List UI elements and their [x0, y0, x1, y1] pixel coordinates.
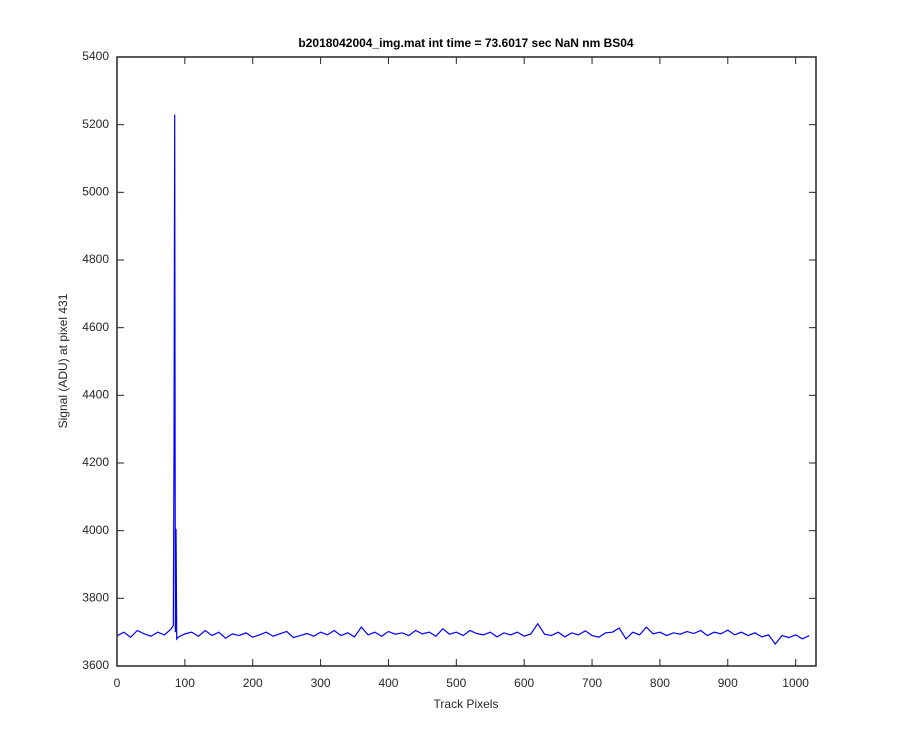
y-axis-label: Signal (ADU) at pixel 431 — [56, 293, 70, 428]
x-tick-label: 200 — [243, 676, 263, 690]
plot-area — [117, 57, 816, 666]
chart-title: b2018042004_img.mat int time = 73.6017 s… — [298, 36, 634, 50]
x-tick-label: 700 — [582, 676, 602, 690]
x-tick-label: 300 — [311, 676, 331, 690]
x-tick-label: 500 — [446, 676, 466, 690]
y-tick-label: 4200 — [82, 455, 109, 469]
x-tick-label: 600 — [514, 676, 534, 690]
x-tick-label: 0 — [114, 676, 121, 690]
data-line — [117, 114, 810, 645]
y-tick-label: 4000 — [82, 523, 109, 537]
y-tick-label: 4400 — [82, 388, 109, 402]
x-axis-label: Track Pixels — [434, 697, 499, 711]
axes-box — [116, 56, 817, 667]
y-tick-label: 5400 — [82, 49, 109, 63]
x-tick-label: 800 — [650, 676, 670, 690]
x-tick-label: 1000 — [782, 676, 809, 690]
y-tick-label: 4800 — [82, 252, 109, 266]
y-tick-label: 3800 — [82, 591, 109, 605]
y-tick-label: 4600 — [82, 320, 109, 334]
y-tick-label: 3600 — [82, 658, 109, 672]
x-tick-label: 400 — [378, 676, 398, 690]
x-tick-label: 900 — [718, 676, 738, 690]
y-tick-label: 5000 — [82, 185, 109, 199]
y-tick-label: 5200 — [82, 117, 109, 131]
x-tick-label: 100 — [175, 676, 195, 690]
